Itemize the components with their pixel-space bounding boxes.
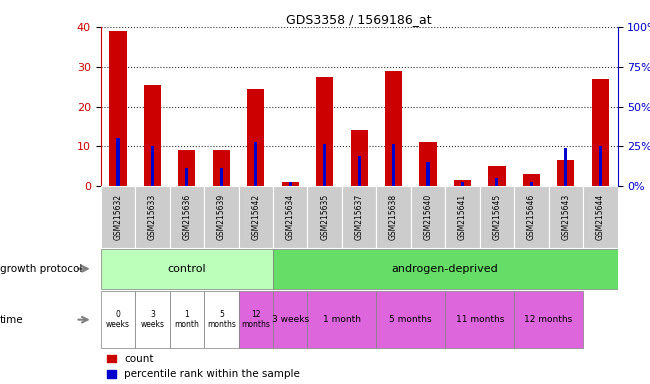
- Bar: [135, 291, 170, 348]
- Bar: [592, 79, 609, 186]
- Bar: [135, 186, 170, 248]
- Text: GSM215642: GSM215642: [252, 194, 260, 240]
- Text: time: time: [0, 314, 23, 325]
- Bar: [530, 182, 533, 186]
- Text: 0
weeks: 0 weeks: [106, 310, 130, 329]
- Text: GSM215641: GSM215641: [458, 194, 467, 240]
- Bar: [445, 186, 480, 248]
- Bar: [101, 186, 135, 248]
- Bar: [461, 182, 464, 186]
- Bar: [411, 186, 445, 248]
- Bar: [239, 186, 273, 248]
- Bar: [220, 168, 223, 186]
- Text: 5 months: 5 months: [389, 315, 432, 324]
- Text: GSM215638: GSM215638: [389, 194, 398, 240]
- Text: GSM215632: GSM215632: [114, 194, 122, 240]
- Legend: count, percentile rank within the sample: count, percentile rank within the sample: [103, 350, 304, 384]
- Bar: [385, 71, 402, 186]
- Bar: [109, 31, 127, 186]
- Bar: [445, 291, 514, 348]
- Bar: [495, 178, 499, 186]
- Bar: [583, 186, 618, 248]
- Bar: [204, 291, 239, 348]
- Bar: [289, 182, 292, 186]
- Text: 3
weeks: 3 weeks: [140, 310, 164, 329]
- Text: growth protocol: growth protocol: [0, 264, 83, 274]
- Bar: [185, 168, 188, 186]
- Text: GSM215636: GSM215636: [183, 194, 191, 240]
- Bar: [254, 142, 257, 186]
- Text: 12
months: 12 months: [241, 310, 270, 329]
- Text: 11 months: 11 months: [456, 315, 504, 324]
- Bar: [564, 148, 567, 186]
- Bar: [101, 248, 273, 289]
- Bar: [273, 291, 307, 348]
- Bar: [307, 291, 376, 348]
- Text: GSM215643: GSM215643: [562, 194, 570, 240]
- Bar: [480, 186, 514, 248]
- Text: 12 months: 12 months: [525, 315, 573, 324]
- Bar: [342, 186, 376, 248]
- Bar: [151, 146, 154, 186]
- Bar: [514, 186, 549, 248]
- Bar: [376, 186, 411, 248]
- Bar: [101, 291, 135, 348]
- Bar: [557, 161, 575, 186]
- Bar: [488, 166, 506, 186]
- Bar: [273, 186, 307, 248]
- Bar: [523, 174, 540, 186]
- Text: 3 weeks: 3 weeks: [272, 315, 309, 324]
- Bar: [144, 84, 161, 186]
- Bar: [170, 186, 204, 248]
- Text: 1
month: 1 month: [174, 310, 200, 329]
- Text: GSM215635: GSM215635: [320, 194, 329, 240]
- Bar: [204, 186, 239, 248]
- Text: GSM215640: GSM215640: [424, 194, 432, 240]
- Bar: [419, 142, 437, 186]
- Bar: [549, 186, 583, 248]
- Bar: [376, 291, 445, 348]
- Text: GSM215644: GSM215644: [596, 194, 605, 240]
- Bar: [514, 291, 583, 348]
- Bar: [213, 151, 230, 186]
- Bar: [281, 182, 299, 186]
- Text: GSM215645: GSM215645: [493, 194, 501, 240]
- Bar: [392, 144, 395, 186]
- Text: 1 month: 1 month: [323, 315, 361, 324]
- Bar: [426, 162, 430, 186]
- Bar: [316, 77, 333, 186]
- Text: 5
months: 5 months: [207, 310, 236, 329]
- Title: GDS3358 / 1569186_at: GDS3358 / 1569186_at: [286, 13, 432, 26]
- Text: control: control: [168, 264, 206, 274]
- Text: GSM215633: GSM215633: [148, 194, 157, 240]
- Bar: [273, 248, 618, 289]
- Bar: [350, 131, 368, 186]
- Bar: [247, 89, 265, 186]
- Text: GSM215634: GSM215634: [286, 194, 294, 240]
- Bar: [307, 186, 342, 248]
- Bar: [170, 291, 204, 348]
- Text: GSM215639: GSM215639: [217, 194, 226, 240]
- Bar: [454, 180, 471, 186]
- Bar: [599, 146, 602, 186]
- Text: GSM215637: GSM215637: [355, 194, 363, 240]
- Bar: [323, 144, 326, 186]
- Text: androgen-deprived: androgen-deprived: [392, 264, 499, 274]
- Bar: [178, 151, 196, 186]
- Bar: [358, 156, 361, 186]
- Bar: [239, 291, 273, 348]
- Bar: [116, 139, 120, 186]
- Text: GSM215646: GSM215646: [527, 194, 536, 240]
